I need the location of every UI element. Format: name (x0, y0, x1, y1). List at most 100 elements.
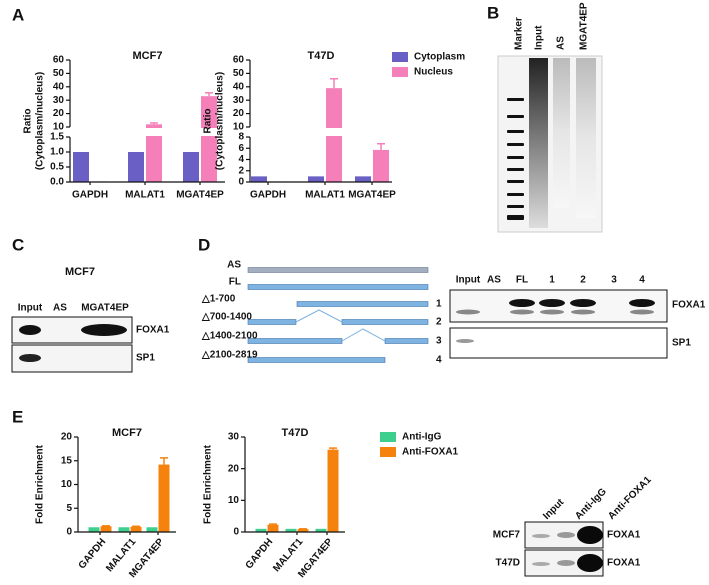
x-tick-label: GAPDH (244, 537, 276, 572)
y-tick-label: 15 (61, 455, 73, 466)
y-tick-label: 50 (233, 68, 245, 79)
construct-label: △1-700 (201, 294, 236, 305)
bar (251, 176, 267, 182)
y-tick-label: 20 (228, 463, 240, 474)
axis-break-gap (251, 128, 393, 136)
y-tick-label: 40 (233, 81, 245, 92)
chart-title: MCF7 (112, 427, 142, 439)
blot-band (19, 325, 41, 335)
construct-segment (384, 338, 429, 344)
blot-band (577, 554, 603, 572)
legend-swatch (392, 52, 408, 62)
bar (201, 96, 217, 182)
blot-lane-label: Anti-FOXA1 (606, 474, 654, 522)
panel-label: E (12, 407, 23, 426)
blot-row-label: FOXA1 (607, 530, 641, 541)
panel-label: A (12, 5, 24, 24)
y-tick-label: 0 (66, 527, 72, 538)
bar (315, 528, 327, 532)
blot-lane-label: 3 (611, 275, 617, 286)
legend-swatch (392, 67, 408, 77)
y-tick-label: 10 (233, 122, 245, 133)
y-tick-label: 20 (53, 108, 65, 119)
blot-band (539, 299, 565, 307)
construct-number: 2 (436, 317, 442, 328)
x-tick-label: GAPDH (72, 190, 108, 201)
construct-segment (247, 357, 386, 363)
gel-lane-label: AS (556, 36, 567, 50)
y-tick-label: 20 (61, 432, 73, 443)
y-tick-label: 30 (228, 432, 240, 443)
y-tick-label: 5 (66, 503, 72, 514)
y-axis-label: (Cytoplasm/nucleus) (35, 72, 46, 170)
blot-frame (449, 327, 668, 359)
blot-band (629, 299, 655, 307)
blot-band (532, 534, 550, 538)
y-tick-label: 1.5 (50, 132, 64, 143)
construct-number: 3 (436, 336, 442, 347)
blot-lane-label: Input (541, 496, 567, 522)
y-tick-label: 0.0 (50, 177, 64, 188)
gel-lane (576, 58, 596, 218)
bar (146, 124, 162, 182)
y-tick-label: 10 (228, 495, 240, 506)
y-tick-label: 0.5 (50, 162, 64, 173)
blot-band (557, 532, 575, 538)
construct-segment (247, 284, 429, 290)
bar (158, 464, 170, 532)
marker-band (507, 193, 524, 196)
blot-lane-label: 2 (580, 275, 586, 286)
construct-label: FL (229, 277, 241, 288)
y-tick-label: 0 (238, 177, 244, 188)
bar (373, 149, 389, 182)
construct-segment (341, 319, 429, 325)
blot-band (571, 309, 595, 315)
bar (267, 524, 279, 532)
marker-band (507, 156, 524, 159)
panel-label: D (198, 235, 210, 254)
blot-row-label: FOXA1 (607, 558, 641, 569)
construct-number: 1 (436, 299, 442, 310)
x-tick-label: MGAT4EP (348, 190, 396, 201)
y-axis-label: Ratio (23, 109, 34, 134)
x-tick-label: GAPDH (250, 190, 286, 201)
marker-band (507, 130, 524, 133)
legend-swatch (380, 447, 396, 457)
blot-lane-label: 1 (549, 275, 555, 286)
blot-band (510, 309, 534, 315)
bar (130, 526, 142, 532)
gel-lane (529, 58, 548, 228)
y-tick-label: 10 (61, 479, 73, 490)
marker-band (507, 98, 524, 101)
gel-lane-label: Marker (514, 17, 525, 50)
bar (88, 527, 100, 532)
y-tick-label: 0 (233, 527, 239, 538)
blot-band (577, 526, 603, 544)
marker-band (507, 180, 524, 183)
blot-row-label: SP1 (136, 353, 155, 364)
y-tick-label: 1.0 (50, 147, 64, 158)
y-tick-label: 60 (233, 55, 245, 66)
blot-lane-label: 4 (639, 275, 645, 286)
blot-cell: T47D (496, 558, 520, 569)
x-tick-label: MGAT4EP (176, 190, 224, 201)
blot-band (456, 309, 480, 315)
blot-lane-label: AS (53, 303, 67, 314)
bar (355, 176, 371, 182)
y-tick-label: 60 (53, 55, 65, 66)
bar (183, 152, 199, 182)
marker-band (507, 215, 524, 220)
y-tick-label: 40 (53, 81, 65, 92)
legend-label: Anti-IgG (402, 432, 442, 443)
blot-band (81, 324, 127, 336)
blot-band (557, 560, 575, 566)
y-tick-label: 6 (238, 143, 244, 154)
axis-break-gap (71, 128, 226, 136)
gel-lane-label: Input (534, 25, 545, 50)
y-axis-label: Fold Enrichment (35, 444, 46, 524)
blot-lane-label: MGAT4EP (81, 303, 129, 314)
blot-lane-label: Input (456, 275, 481, 286)
x-tick-label: GAPDH (77, 537, 109, 572)
bar (308, 176, 324, 182)
